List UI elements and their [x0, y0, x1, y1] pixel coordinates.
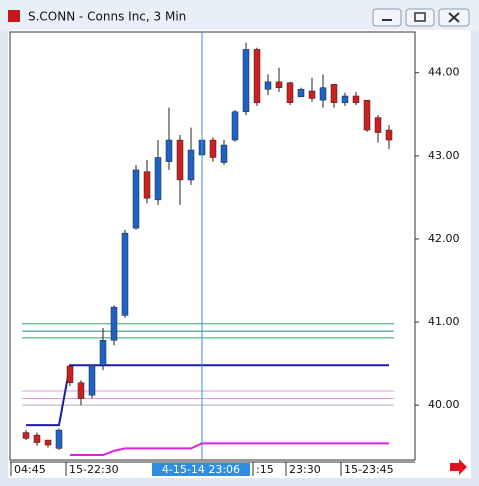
candle-body [22, 432, 30, 439]
window-title: S.CONN - Conns Inc, 3 Min [28, 10, 186, 24]
app-icon [8, 10, 20, 22]
minimize-button[interactable] [372, 8, 402, 27]
candle-body [110, 306, 118, 341]
candle-body [121, 232, 129, 316]
candle-body [297, 89, 305, 98]
y-tick-label: 41.00 [428, 315, 460, 328]
candle-body [308, 90, 316, 99]
candle-body [341, 95, 349, 103]
candle-body [385, 129, 393, 141]
close-icon [448, 12, 460, 23]
candle-body [275, 81, 283, 88]
candle-body [132, 169, 140, 229]
candle-body [264, 81, 272, 90]
candle-body [66, 365, 74, 383]
x-tick-label: 15-23:45 [344, 463, 394, 476]
candle-body [286, 82, 294, 103]
candle-body [77, 382, 85, 399]
y-tick-label: 43.00 [428, 149, 460, 162]
candle-body [352, 95, 360, 103]
maximize-button[interactable] [405, 8, 435, 27]
maximize-icon [414, 12, 426, 22]
candle-body [88, 365, 96, 396]
crosshair-label: 4-15-14 23:06 [162, 463, 240, 476]
scroll-arrow[interactable] [450, 459, 467, 475]
x-tick-label: 04:45 [14, 463, 46, 476]
x-tick-label: 15-22:30 [69, 463, 119, 476]
overlay-line [70, 442, 389, 457]
y-tick-label: 42.00 [428, 232, 460, 245]
candle-body [209, 139, 217, 158]
x-tick-label: :15 [256, 463, 274, 476]
candle-body [154, 157, 162, 201]
candle-body [187, 149, 195, 181]
candle-body [231, 111, 239, 141]
crosshair-label-bg [152, 463, 250, 476]
overlay-line [26, 364, 389, 427]
candle-body [242, 49, 250, 113]
candle-body [319, 87, 327, 101]
candle-body [176, 139, 184, 181]
candle-body [374, 117, 382, 133]
candle-body [330, 84, 338, 103]
plot-area [9, 31, 416, 461]
candle-body [220, 144, 228, 163]
candle-body [253, 49, 261, 103]
candle-body [99, 340, 107, 366]
candle-body [55, 429, 63, 449]
candle-body [44, 439, 52, 446]
candle-body [363, 99, 371, 131]
x-tick-label: 23:30 [289, 463, 321, 476]
candle-body [165, 139, 173, 162]
candle-body [143, 171, 151, 199]
y-tick-label: 40.00 [428, 398, 460, 411]
y-tick-label: 44.00 [428, 66, 460, 79]
candle-body [33, 434, 41, 443]
